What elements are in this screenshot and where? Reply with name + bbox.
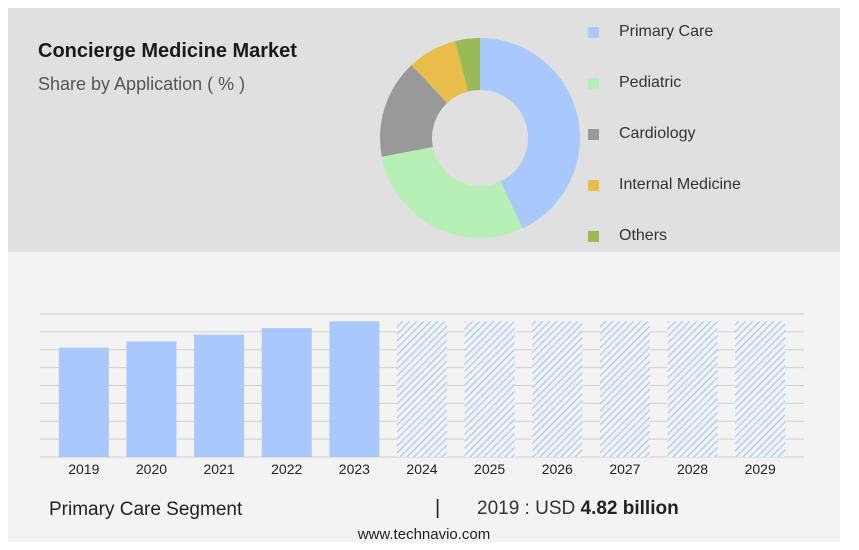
donut-chart: [380, 38, 580, 238]
x-tick-label: 2024: [406, 461, 437, 474]
x-tick-label: 2020: [136, 461, 167, 474]
donut-slice-others: [455, 38, 480, 92]
bar-2019: [58, 347, 109, 457]
bar-2028: [667, 321, 718, 457]
donut-slice-primary-care: [480, 38, 580, 229]
legend-swatch: [588, 26, 599, 38]
legend-swatch: [588, 128, 599, 140]
bar-chart: 2019 2020 2021 2022 2023 2024 2025 2026 2027 2028…: [40, 313, 804, 474]
x-tick-label: 2026: [542, 461, 573, 474]
legend-label: Others: [619, 227, 668, 244]
bar-2024: [397, 321, 447, 457]
donut-slice-pediatric: [381, 146, 523, 238]
footer-separator: |: [435, 497, 441, 519]
source-link[interactable]: www.technavio.com: [357, 526, 491, 542]
bar-2026: [532, 321, 583, 457]
legend-swatch: [588, 77, 599, 89]
stat-prefix: 2019 : USD: [477, 498, 581, 519]
bar-2029: [735, 321, 786, 457]
x-tick-label: 2023: [339, 461, 370, 474]
bar-2021: [194, 334, 245, 457]
segment-label: Primary Care Segment: [49, 499, 243, 520]
legend-swatch: [588, 179, 599, 191]
x-tick-label: 2029: [745, 461, 776, 474]
legend-item-primary-care: Primary Care: [588, 20, 713, 44]
legend-item-others: Others: [588, 224, 667, 248]
donut-slice-internal-medicine: [411, 41, 469, 104]
x-tick-label: 2027: [609, 461, 640, 474]
legend-item-cardiology: Cardiology: [588, 122, 695, 146]
bar-2020: [126, 341, 177, 457]
x-tick-label: 2021: [204, 461, 235, 474]
legend-item-pediatric: Pediatric: [588, 71, 681, 95]
chart-card: Concierge Medicine Market Share by Appli…: [8, 8, 840, 542]
top-panel: Concierge Medicine Market Share by Appli…: [8, 8, 840, 252]
stat-value: 4.82 billion: [580, 498, 679, 519]
legend-label: Primary Care: [619, 23, 714, 40]
legend-label: Pediatric: [619, 74, 682, 91]
x-tick-label: 2028: [677, 461, 708, 474]
x-tick-label: 2025: [474, 461, 505, 474]
legend-label: Cardiology: [619, 125, 696, 142]
bar-2027: [599, 321, 650, 457]
bar-2023: [329, 321, 380, 457]
bar-2022: [261, 328, 312, 457]
x-tick-label: 2022: [271, 461, 302, 474]
donut-slice-cardiology: [380, 65, 448, 157]
segment-stat: 2019 : USD 4.82 billion: [477, 498, 679, 520]
bar-2025: [464, 321, 515, 457]
legend-label: Internal Medicine: [619, 176, 741, 193]
legend-swatch: [588, 230, 599, 242]
chart-subtitle: Share by Application ( % ): [38, 74, 246, 94]
legend-item-internal-medicine: Internal Medicine: [588, 173, 741, 197]
chart-title: Concierge Medicine Market: [38, 40, 297, 62]
x-tick-label: 2019: [68, 461, 99, 474]
